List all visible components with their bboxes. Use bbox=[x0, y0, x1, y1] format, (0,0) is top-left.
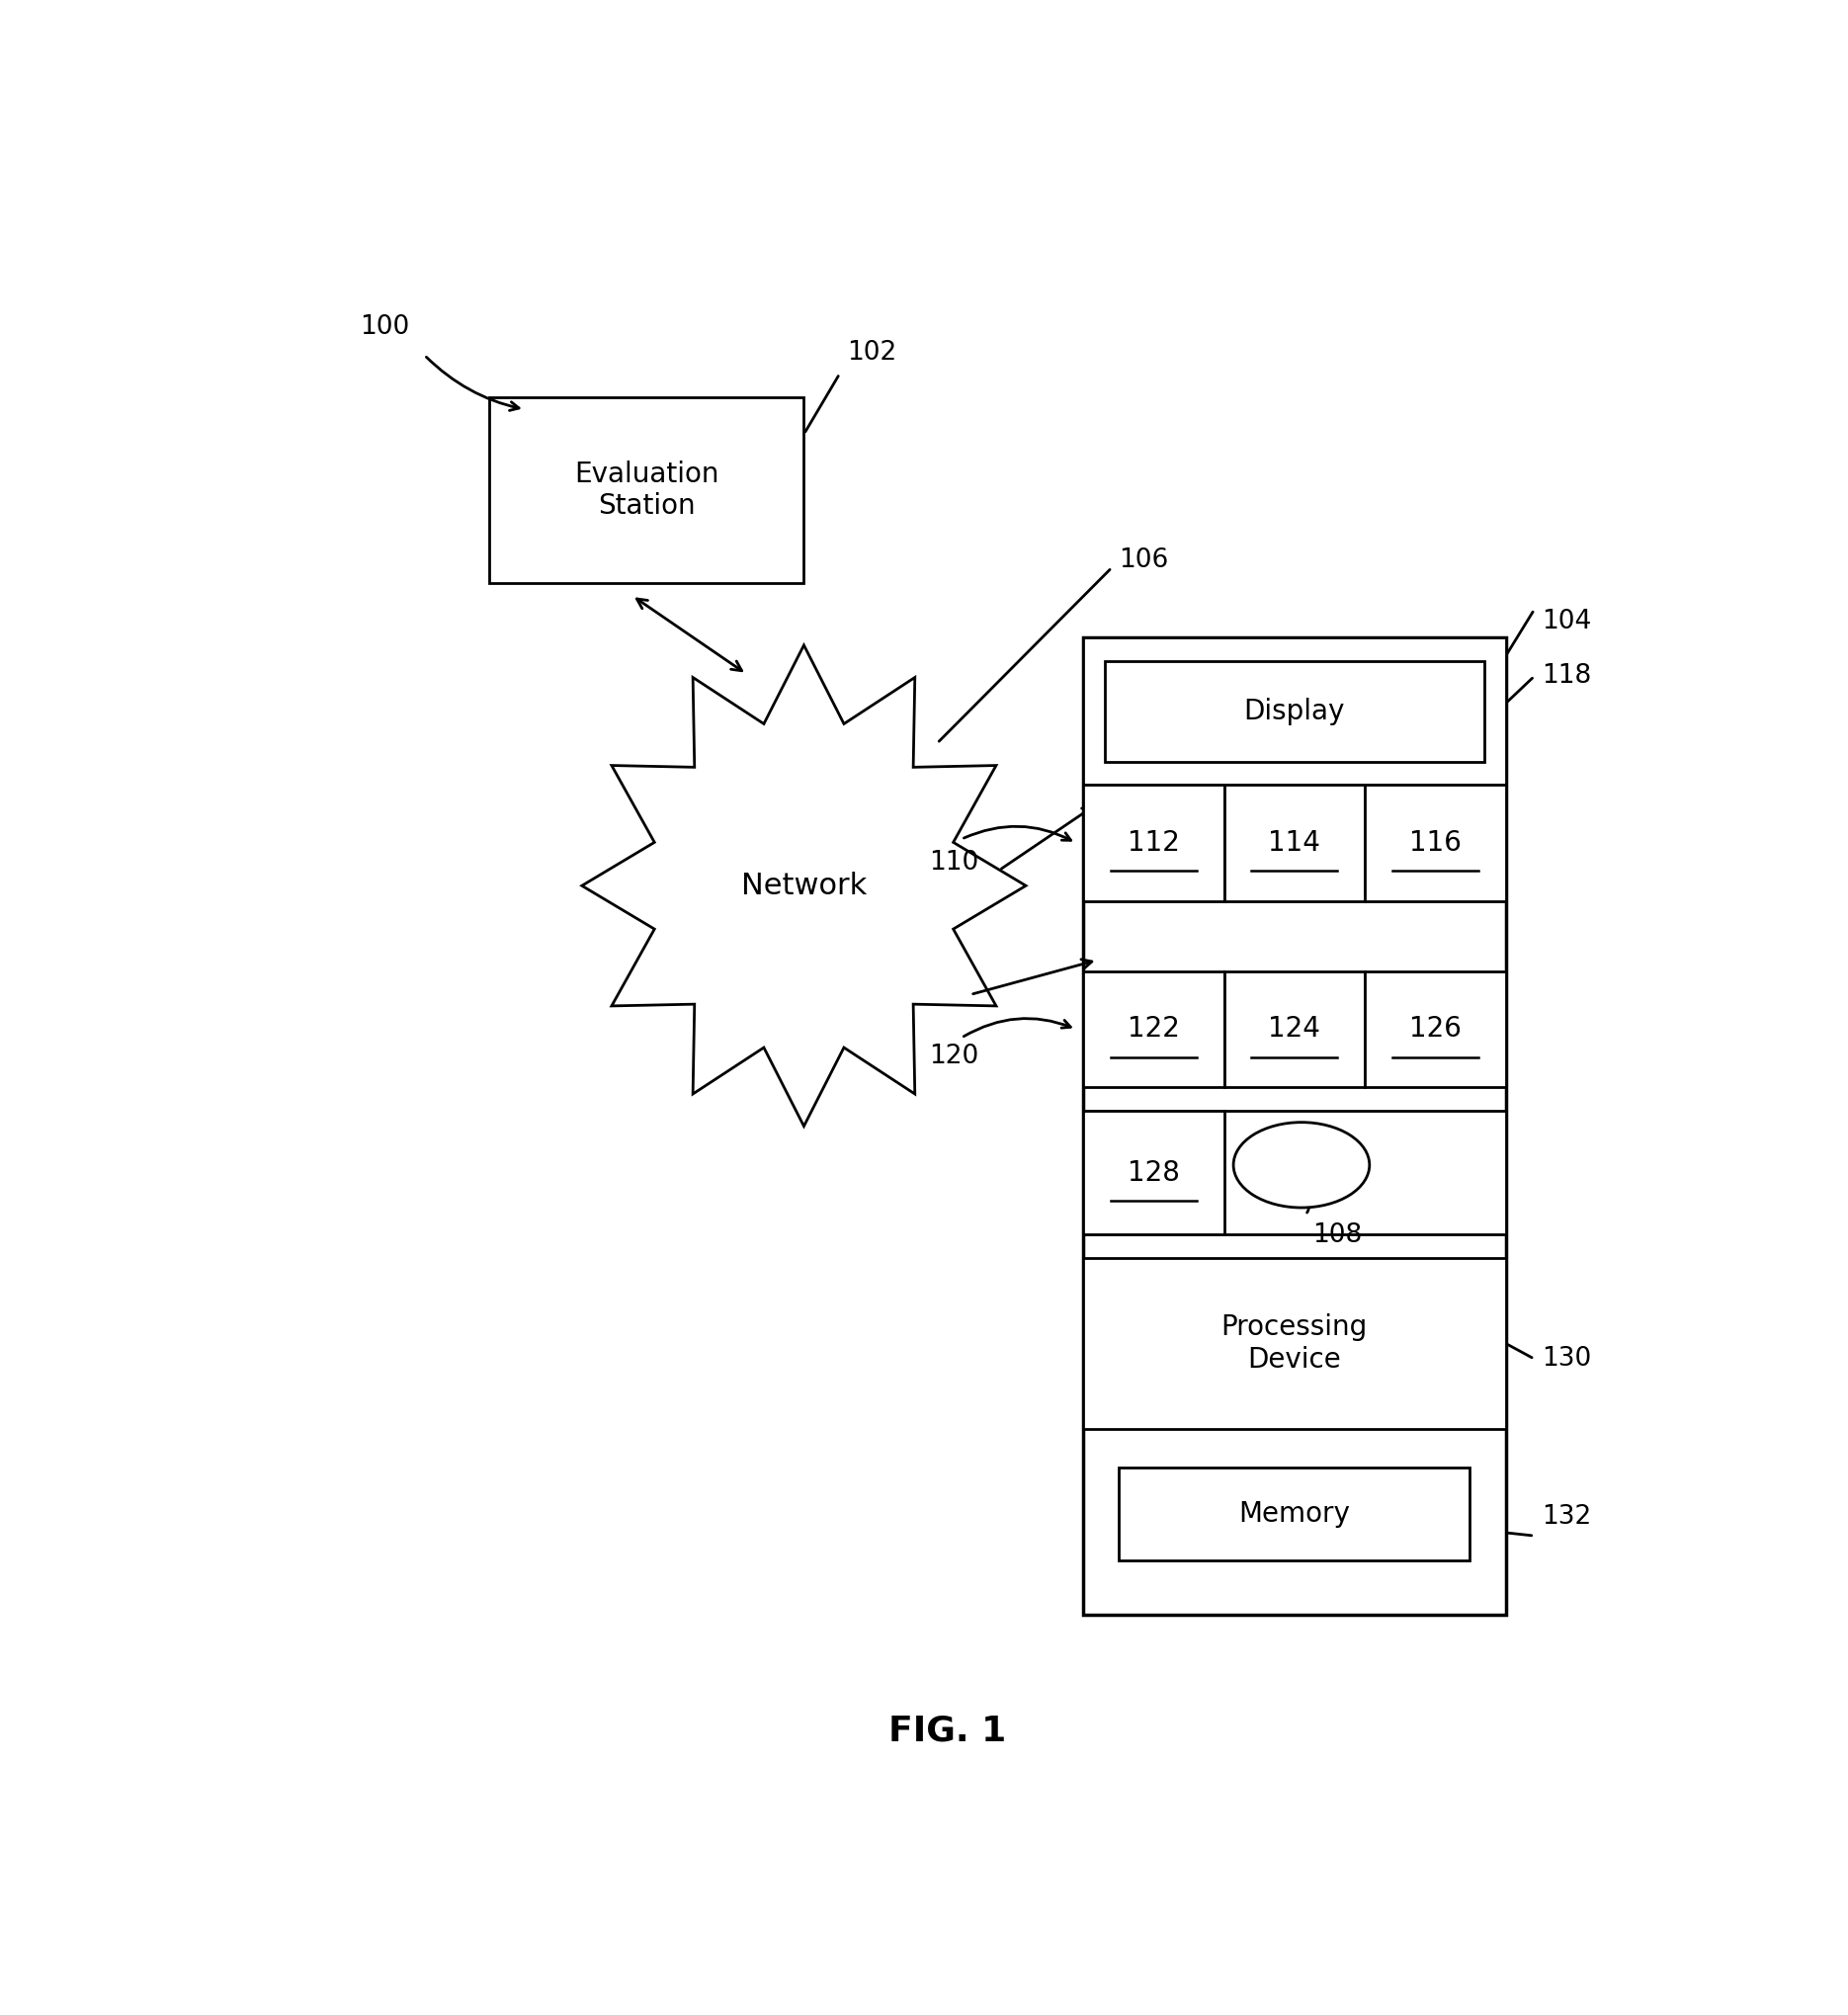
Text: FIG. 1: FIG. 1 bbox=[889, 1715, 1005, 1749]
FancyBboxPatch shape bbox=[1223, 786, 1366, 901]
Text: 124: 124 bbox=[1268, 1016, 1321, 1044]
Ellipse shape bbox=[1233, 1122, 1369, 1207]
FancyBboxPatch shape bbox=[1083, 637, 1506, 1614]
Text: 128: 128 bbox=[1127, 1159, 1179, 1187]
FancyBboxPatch shape bbox=[1105, 661, 1484, 762]
FancyBboxPatch shape bbox=[1118, 1467, 1469, 1560]
FancyBboxPatch shape bbox=[1083, 1110, 1506, 1235]
FancyBboxPatch shape bbox=[1083, 1257, 1506, 1429]
FancyBboxPatch shape bbox=[1083, 637, 1506, 786]
Text: 126: 126 bbox=[1410, 1016, 1462, 1044]
FancyBboxPatch shape bbox=[1366, 971, 1506, 1088]
Text: 110: 110 bbox=[930, 850, 979, 875]
Text: 100: 100 bbox=[360, 314, 410, 341]
Text: 116: 116 bbox=[1410, 830, 1462, 856]
Text: 102: 102 bbox=[846, 341, 896, 367]
Text: 120: 120 bbox=[930, 1044, 979, 1070]
Text: 132: 132 bbox=[1541, 1505, 1591, 1529]
Text: 118: 118 bbox=[1541, 663, 1591, 689]
Text: Display: Display bbox=[1244, 697, 1345, 725]
FancyBboxPatch shape bbox=[488, 397, 804, 582]
FancyBboxPatch shape bbox=[1083, 786, 1223, 901]
Text: Processing
Device: Processing Device bbox=[1222, 1314, 1368, 1374]
FancyBboxPatch shape bbox=[1083, 971, 1223, 1088]
Text: 112: 112 bbox=[1127, 830, 1179, 856]
Text: 122: 122 bbox=[1127, 1016, 1179, 1044]
Text: 114: 114 bbox=[1268, 830, 1321, 856]
FancyBboxPatch shape bbox=[1083, 1110, 1223, 1235]
Text: 106: 106 bbox=[1118, 546, 1168, 572]
Text: 104: 104 bbox=[1541, 609, 1591, 635]
Text: 130: 130 bbox=[1541, 1346, 1591, 1372]
Text: Evaluation
Station: Evaluation Station bbox=[575, 459, 719, 520]
FancyBboxPatch shape bbox=[1366, 786, 1506, 901]
Text: Network: Network bbox=[741, 870, 867, 901]
FancyBboxPatch shape bbox=[1223, 971, 1366, 1088]
Text: Memory: Memory bbox=[1238, 1501, 1351, 1527]
Text: 108: 108 bbox=[1312, 1223, 1362, 1247]
